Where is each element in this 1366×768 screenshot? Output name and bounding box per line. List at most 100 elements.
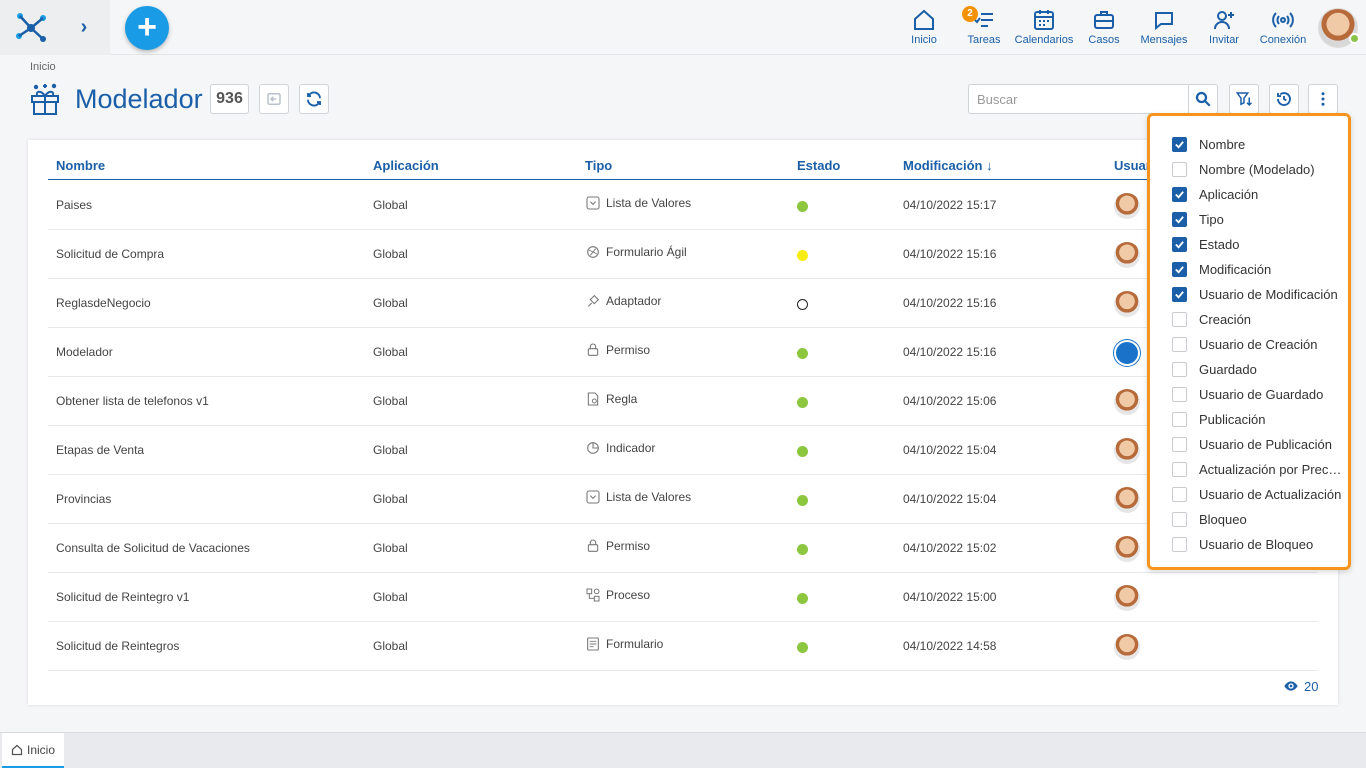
column-option[interactable]: Tipo: [1172, 207, 1344, 232]
cell-tipo-label: Lista de Valores: [606, 196, 692, 210]
column-option[interactable]: Estado: [1172, 232, 1344, 257]
connection-icon: [1272, 12, 1294, 28]
column-option[interactable]: Usuario de Creación: [1172, 332, 1344, 357]
nav-label: Conexión: [1259, 34, 1307, 46]
nav-casos[interactable]: Casos: [1087, 8, 1121, 48]
table-row[interactable]: Obtener lista de telefonos v1 Global Regla…: [48, 377, 1318, 426]
breadcrumb[interactable]: Inicio: [30, 61, 56, 73]
cell-nombre: Etapas de Venta: [56, 443, 145, 457]
cell-nombre: Solicitud de Reintegro v1: [56, 590, 190, 604]
cell-aplicacion: Global: [373, 443, 408, 457]
cell-modificacion: 04/10/2022 15:17: [903, 198, 997, 212]
page-size-control[interactable]: 20: [1283, 678, 1318, 694]
column-checkbox[interactable]: [1172, 187, 1187, 202]
column-checkbox[interactable]: [1172, 512, 1187, 527]
nav-inicio[interactable]: Inicio: [906, 8, 942, 48]
refresh-button[interactable]: [299, 84, 329, 114]
table-row[interactable]: Solicitud de Reintegro v1 Global Proceso 04…: [48, 573, 1318, 622]
cell-modificacion: 04/10/2022 15:00: [903, 590, 997, 604]
checkmark-icon: [1175, 141, 1184, 149]
table-row[interactable]: Solicitud de Compra Global Formulario Ágil…: [48, 230, 1318, 279]
column-checkbox[interactable]: [1172, 337, 1187, 352]
nav-conexion[interactable]: Conexión: [1259, 8, 1307, 48]
more-options-button[interactable]: [1308, 84, 1338, 114]
status-dot: [797, 446, 808, 457]
history-button[interactable]: [1269, 84, 1299, 114]
cell-modificacion: 04/10/2022 14:58: [903, 639, 997, 653]
column-checkbox[interactable]: [1172, 312, 1187, 327]
rule-icon: [587, 392, 599, 406]
page-title: Modelador: [75, 84, 203, 114]
column-option[interactable]: Actualización por Precedencia: [1172, 457, 1344, 482]
add-user-icon: [1214, 11, 1234, 30]
expand-menu-chevron-icon[interactable]: ›: [80, 16, 88, 38]
status-dot: [797, 544, 808, 555]
table-row[interactable]: Modelador Global Permiso 04/10/2022 15:16: [48, 328, 1318, 377]
cell-modificacion: 04/10/2022 15:16: [903, 296, 997, 310]
column-checkbox[interactable]: [1172, 162, 1187, 177]
column-checkbox[interactable]: [1172, 537, 1187, 552]
table-row[interactable]: Solicitud de Reintegros Global Formulario 0…: [48, 622, 1318, 671]
cell-tipo: Indicador: [585, 440, 655, 456]
tab-inicio[interactable]: Inicio: [2, 733, 64, 768]
column-header-modificacion[interactable]: Modificación ↓: [903, 158, 993, 173]
table-row[interactable]: Paises Global Lista de Valores 04/10/2022 1…: [48, 181, 1318, 230]
export-button[interactable]: [259, 84, 289, 114]
column-option-label: Usuario de Publicación: [1199, 437, 1332, 452]
table-row[interactable]: ReglasdeNegocio Global Adaptador 04/10/2022…: [48, 279, 1318, 328]
nav-label: Calendarios: [1014, 34, 1074, 46]
search-input[interactable]: [968, 84, 1188, 114]
column-option[interactable]: Usuario de Guardado: [1172, 382, 1344, 407]
refresh-icon: [307, 91, 321, 107]
column-header-tipo[interactable]: Tipo: [585, 158, 613, 173]
column-option-label: Usuario de Creación: [1199, 337, 1318, 352]
table-row[interactable]: Consulta de Solicitud de Vacaciones Globa…: [48, 524, 1318, 573]
column-option[interactable]: Usuario de Bloqueo: [1172, 532, 1344, 557]
column-option[interactable]: Modificación: [1172, 257, 1344, 282]
column-checkbox[interactable]: [1172, 387, 1187, 402]
cell-tipo: Proceso: [585, 587, 650, 603]
nav-invitar[interactable]: Invitar: [1205, 8, 1243, 48]
column-header-estado[interactable]: Estado: [797, 158, 841, 173]
column-checkbox[interactable]: [1172, 362, 1187, 377]
column-header-aplicacion[interactable]: Aplicación: [373, 158, 439, 173]
column-checkbox[interactable]: [1172, 287, 1187, 302]
column-checkbox[interactable]: [1172, 262, 1187, 277]
column-option[interactable]: Usuario de Publicación: [1172, 432, 1344, 457]
column-option[interactable]: Nombre (Modelado): [1172, 157, 1344, 182]
column-option[interactable]: Publicación: [1172, 407, 1344, 432]
column-checkbox[interactable]: [1172, 137, 1187, 152]
nav-calendarios[interactable]: Calendarios: [1014, 8, 1074, 48]
user-avatar: [1114, 340, 1140, 366]
cell-aplicacion: Global: [373, 345, 408, 359]
object-count-badge: 936: [210, 84, 249, 114]
column-checkbox[interactable]: [1172, 487, 1187, 502]
column-checkbox[interactable]: [1172, 212, 1187, 227]
form-icon: [587, 637, 599, 651]
column-option[interactable]: Creación: [1172, 307, 1344, 332]
column-option[interactable]: Aplicación: [1172, 182, 1344, 207]
table-row[interactable]: Provincias Global Lista de Valores 04/10/20…: [48, 475, 1318, 524]
column-option[interactable]: Bloqueo: [1172, 507, 1344, 532]
column-option-label: Creación: [1199, 312, 1252, 327]
column-checkbox[interactable]: [1172, 437, 1187, 452]
column-option[interactable]: Guardado: [1172, 357, 1344, 382]
cell-nombre: Solicitud de Reintegros: [56, 639, 180, 653]
column-header-nombre[interactable]: Nombre: [56, 158, 106, 173]
app-logo-icon[interactable]: [14, 10, 48, 44]
add-button[interactable]: +: [125, 6, 169, 50]
column-option[interactable]: Nombre: [1172, 132, 1344, 157]
column-checkbox[interactable]: [1172, 237, 1187, 252]
column-option[interactable]: Usuario de Modificación: [1172, 282, 1344, 307]
cell-tipo-label: Regla: [606, 392, 638, 406]
table-row[interactable]: Etapas de Venta Global Indicador 04/10/2022…: [48, 426, 1318, 475]
column-option[interactable]: Usuario de Actualización: [1172, 482, 1344, 507]
column-checkbox[interactable]: [1172, 462, 1187, 477]
nav-tareas[interactable]: 2 Tareas: [962, 6, 1002, 48]
column-checkbox[interactable]: [1172, 412, 1187, 427]
nav-mensajes[interactable]: Mensajes: [1139, 8, 1189, 48]
search-button[interactable]: [1188, 84, 1218, 114]
filter-button[interactable]: [1229, 84, 1259, 114]
cell-tipo-label: Adaptador: [606, 294, 662, 308]
cell-tipo: Adaptador: [585, 293, 661, 309]
